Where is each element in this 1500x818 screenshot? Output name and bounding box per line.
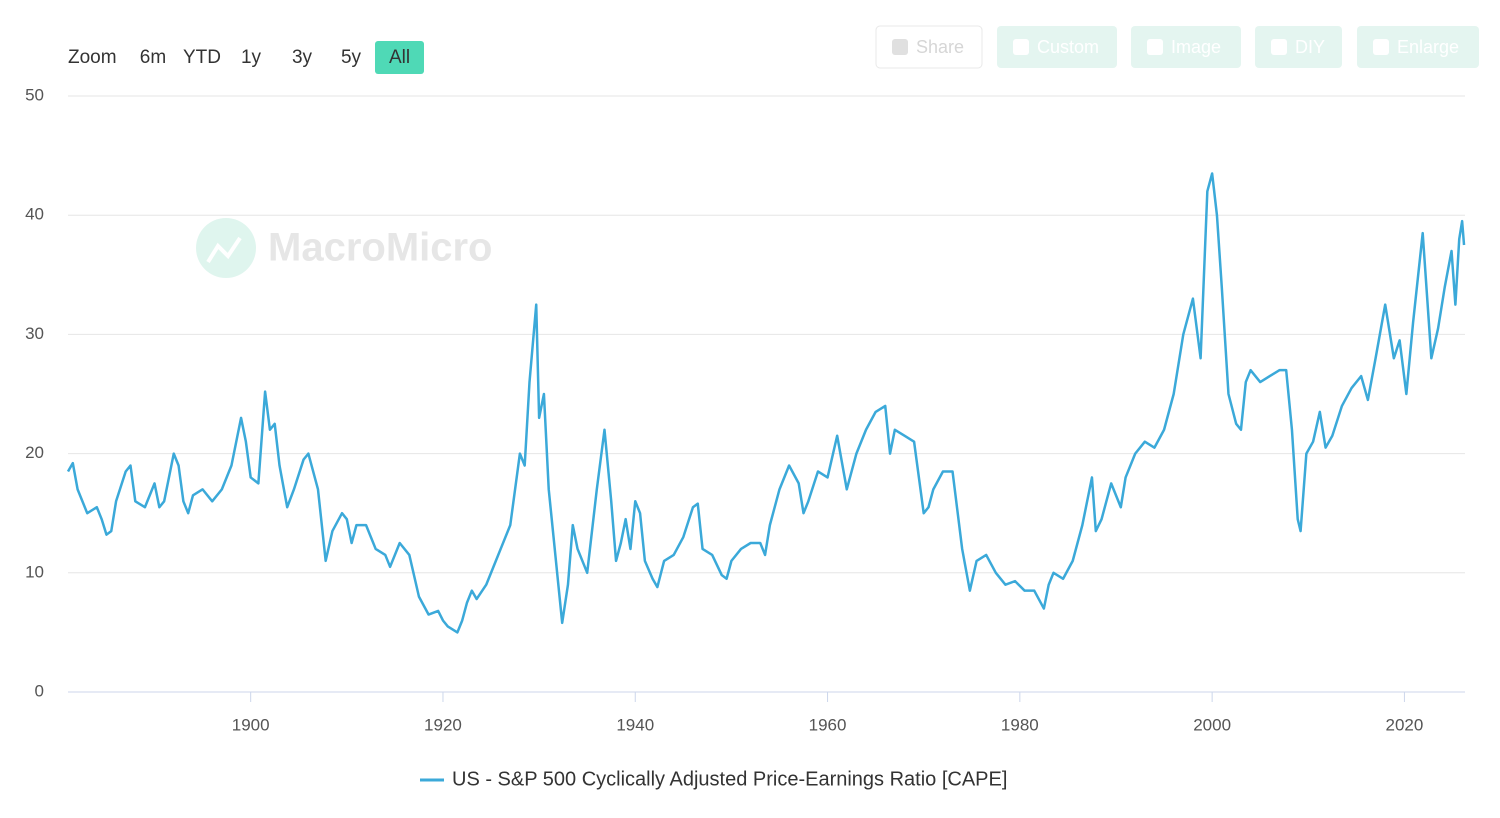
watermark-text: MacroMicro	[268, 226, 493, 270]
toolbar-icon	[1373, 39, 1389, 55]
toolbar-button[interactable]: Image	[1131, 26, 1241, 68]
x-tick-label: 1940	[616, 715, 654, 734]
range-button-label: 3y	[292, 47, 313, 68]
range-button[interactable]: 5y	[341, 47, 362, 68]
legend-item[interactable]: US - S&P 500 Cyclically Adjusted Price-E…	[420, 768, 1007, 790]
toolbar-icon	[892, 39, 908, 55]
x-tick-label: 1980	[1001, 715, 1039, 734]
toolbar-button-label: DIY	[1295, 37, 1325, 57]
range-button-bg	[375, 41, 424, 74]
range-button[interactable]: 1y	[241, 47, 262, 68]
legend-label: US - S&P 500 Cyclically Adjusted Price-E…	[452, 768, 1007, 790]
data-line	[66, 172, 1466, 634]
y-tick-label: 0	[35, 681, 44, 700]
toolbar-button-label: Enlarge	[1397, 37, 1459, 57]
range-buttons: 6m YTD 1y 3y 5y All	[140, 41, 424, 74]
toolbar-icon	[1271, 39, 1287, 55]
toolbar-icon	[1013, 39, 1029, 55]
x-tick-label: 1900	[232, 715, 270, 734]
zoom-label: Zoom	[68, 47, 117, 68]
range-button[interactable]: 3y	[292, 47, 313, 68]
toolbar-button-label: Image	[1171, 37, 1221, 57]
toolbar-button[interactable]: Custom	[997, 26, 1117, 68]
y-tick-label: 20	[25, 443, 44, 462]
toolbar-icon	[1147, 39, 1163, 55]
toolbar-button[interactable]: Enlarge	[1357, 26, 1479, 68]
toolbar-button-bg	[997, 26, 1117, 68]
toolbar-button-label: Share	[916, 37, 964, 57]
x-tick-label: 2020	[1386, 715, 1424, 734]
range-button-label: 5y	[341, 47, 362, 68]
toolbar: Share Custom Image DIY Enlarge	[875, 25, 1479, 69]
range-button[interactable]: 6m	[140, 47, 166, 68]
range-button[interactable]: All	[375, 41, 424, 74]
watermark-logo	[196, 218, 256, 278]
range-button-label: 1y	[241, 47, 262, 68]
toolbar-button[interactable]: DIY	[1255, 26, 1342, 68]
y-tick-label: 50	[25, 85, 44, 104]
watermark: MacroMicro	[196, 218, 493, 278]
x-tick-label: 2000	[1193, 715, 1231, 734]
toolbar-button-label: Custom	[1037, 37, 1099, 57]
watermark-icon	[206, 236, 242, 264]
range-button-label: 6m	[140, 47, 166, 68]
y-tick-label: 10	[25, 562, 44, 581]
toolbar-button[interactable]: Share	[875, 25, 983, 69]
y-tick-label: 40	[25, 205, 44, 224]
y-tick-label: 30	[25, 324, 44, 343]
toolbar-button-bg	[1357, 26, 1479, 68]
toolbar-button-bg	[1131, 26, 1241, 68]
toolbar-button-bg	[875, 25, 983, 69]
toolbar-button-bg	[1255, 26, 1342, 68]
range-button-label: YTD	[183, 47, 221, 68]
range-button-label: All	[389, 47, 410, 68]
range-button[interactable]: YTD	[183, 47, 221, 68]
x-tick-label: 1920	[424, 715, 462, 734]
x-tick-label: 1960	[809, 715, 847, 734]
